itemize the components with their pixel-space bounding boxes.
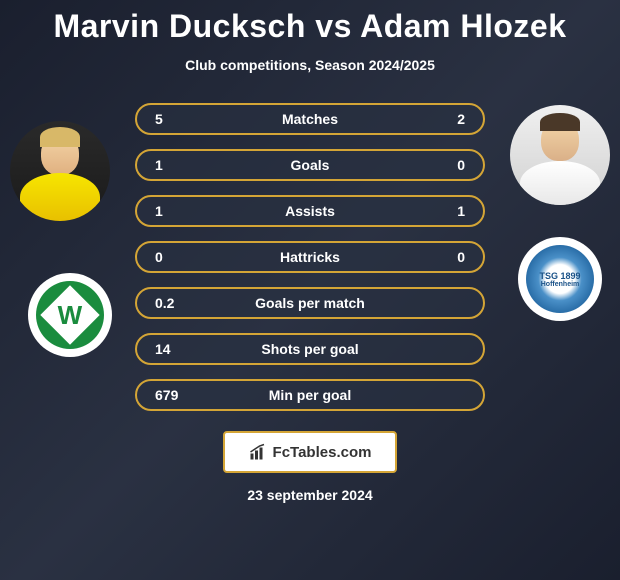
player-left-avatar — [10, 121, 110, 221]
footer-brand-text: FcTables.com — [273, 444, 372, 461]
stat-right-value: 2 — [435, 111, 465, 127]
stat-label: Goals per match — [255, 295, 365, 311]
page-title: Marvin Ducksch vs Adam Hlozek — [53, 8, 566, 45]
player-right-avatar — [510, 105, 610, 205]
stat-right-value: 0 — [435, 249, 465, 265]
stat-right-value: 1 — [435, 203, 465, 219]
werder-logo: W — [22, 267, 118, 363]
stat-left-value: 679 — [155, 387, 185, 403]
hoffenheim-logo: TSG 1899 Hoffenheim — [526, 245, 594, 313]
stat-row-min-per-goal: 679 Min per goal — [135, 379, 485, 411]
stat-left-value: 0.2 — [155, 295, 185, 311]
stat-label: Shots per goal — [261, 341, 358, 357]
date-text: 23 september 2024 — [247, 487, 372, 503]
stat-label: Hattricks — [280, 249, 340, 265]
stat-row-shots-per-goal: 14 Shots per goal — [135, 333, 485, 365]
stat-right-value: 0 — [435, 157, 465, 173]
stat-row-assists: 1 Assists 1 — [135, 195, 485, 227]
footer-brand-badge[interactable]: FcTables.com — [223, 431, 398, 473]
subtitle: Club competitions, Season 2024/2025 — [185, 57, 435, 73]
club-badge-left: W — [28, 273, 112, 357]
stat-label: Matches — [282, 111, 338, 127]
stat-label: Min per goal — [269, 387, 351, 403]
avatar-hair-left — [40, 127, 80, 147]
stat-row-goals-per-match: 0.2 Goals per match — [135, 287, 485, 319]
stat-label: Goals — [291, 157, 330, 173]
stat-left-value: 5 — [155, 111, 185, 127]
avatar-hair-right — [540, 113, 580, 131]
club-badge-right: TSG 1899 Hoffenheim — [518, 237, 602, 321]
stat-left-value: 1 — [155, 157, 185, 173]
stats-table: 5 Matches 2 1 Goals 0 1 Assists 1 0 Hatt… — [135, 103, 485, 411]
content-wrapper: W TSG 1899 Hoffenheim 5 Matches 2 1 Goal… — [0, 103, 620, 411]
chart-icon — [249, 443, 267, 461]
stat-row-hattricks: 0 Hattricks 0 — [135, 241, 485, 273]
stat-left-value: 0 — [155, 249, 185, 265]
stat-left-value: 14 — [155, 341, 185, 357]
comparison-card: Marvin Ducksch vs Adam Hlozek Club compe… — [0, 0, 620, 580]
stat-label: Assists — [285, 203, 335, 219]
stat-left-value: 1 — [155, 203, 185, 219]
stat-row-goals: 1 Goals 0 — [135, 149, 485, 181]
stat-row-matches: 5 Matches 2 — [135, 103, 485, 135]
